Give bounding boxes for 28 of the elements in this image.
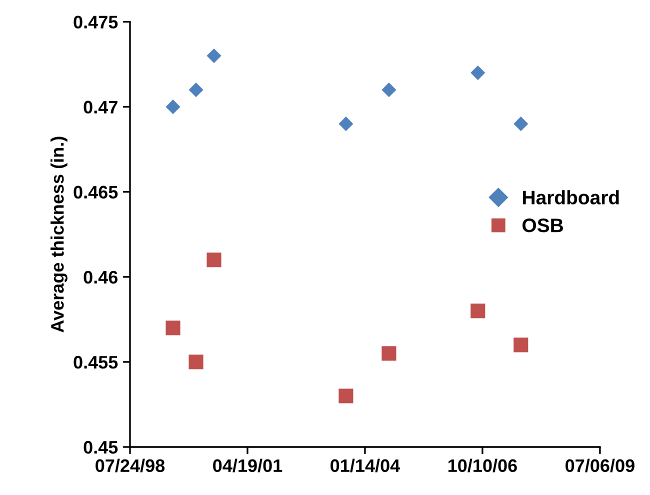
point bbox=[338, 388, 354, 404]
point bbox=[382, 82, 396, 98]
y-tick-label: 0.465 bbox=[74, 186, 118, 199]
point bbox=[382, 346, 396, 361]
point bbox=[166, 100, 180, 114]
point bbox=[514, 116, 528, 132]
point bbox=[470, 66, 486, 80]
x-tick-label: 01/14/04 bbox=[330, 458, 400, 472]
point bbox=[206, 48, 222, 64]
y-tick-label: 0.455 bbox=[74, 356, 118, 369]
x-tick-label: 10/10/06 bbox=[448, 458, 517, 472]
x-tick-label: 07/24/98 bbox=[96, 458, 165, 472]
point bbox=[338, 116, 354, 132]
point bbox=[470, 304, 486, 318]
point bbox=[206, 252, 222, 268]
y-tick-label: 0.46 bbox=[84, 270, 118, 284]
point bbox=[188, 82, 204, 98]
x-tick-label: 04/19/01 bbox=[213, 458, 282, 472]
y-tick-label: 0.45 bbox=[84, 440, 118, 454]
point bbox=[166, 320, 180, 336]
point bbox=[514, 338, 528, 352]
y-axis-title: Average thickness (in.) bbox=[50, 136, 68, 332]
y-tick-label: 0.475 bbox=[74, 16, 118, 28]
point bbox=[188, 354, 204, 370]
y-tick-label: 0.47 bbox=[84, 100, 118, 114]
legend-label: Hardboard bbox=[523, 190, 619, 204]
legend-label: OSB bbox=[522, 218, 563, 232]
x-tick-label: 07/06/09 bbox=[566, 458, 634, 472]
